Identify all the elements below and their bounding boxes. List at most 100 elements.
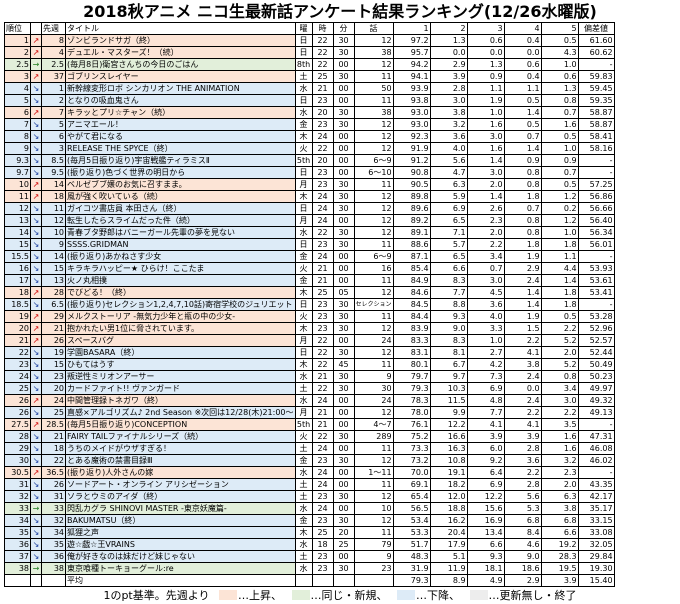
day-cell: 木	[294, 190, 313, 203]
score5-cell: 1.2	[540, 214, 579, 227]
table-row: 4 ↘ 1 新幹線変形ロボ シンカリオン THE ANIMATION 水 21 00 50 93…	[4, 82, 615, 95]
prev-rank-cell: 31	[41, 490, 66, 503]
day-cell: 土	[294, 382, 313, 395]
score1-cell: 53.4	[392, 514, 431, 527]
title-cell: 遊☆戯☆王VRAINS	[65, 538, 296, 551]
score3-cell: 3.4	[466, 250, 505, 263]
minute-cell: 00	[332, 130, 355, 143]
title-cell: キラキラハッピー★ ひらけ！ここたま	[65, 262, 296, 275]
table-row: 25 ↘ 20 カードファイト!! ヴァンガード土 22 30 30 79.3 10.3 6.9 0…	[4, 382, 615, 395]
episode-cell: 38	[353, 46, 394, 59]
rank-cell: 29	[4, 442, 31, 455]
day-cell: 木	[294, 286, 313, 299]
trend-arrow: ↘	[30, 226, 42, 239]
score4-cell: 1.5	[503, 322, 542, 335]
rank-cell: 7	[4, 118, 31, 131]
trend-arrow: ↘	[30, 406, 42, 419]
deviation-cell: -	[577, 250, 615, 263]
title-cell: (振り返り)人外さんの嫁	[65, 466, 296, 479]
hour-cell: 22	[311, 430, 334, 443]
title-cell: RELEASE THE SPYCE（終）	[65, 142, 296, 155]
minute-cell: 00	[332, 82, 355, 95]
prev-rank-cell: 3	[41, 142, 66, 155]
legend-down: …下降、	[416, 589, 461, 602]
score2-cell: 11.9	[429, 562, 468, 575]
episode-cell: 12	[353, 286, 394, 299]
day-cell: 月	[294, 214, 313, 227]
score5-cell: 2.3	[540, 466, 579, 479]
table-row: 35 ↘ 34 狐狸之声木 25 20 11 53.3 20.4 13.4 8.4 6.6 33.08	[4, 526, 615, 539]
rank-cell: 36	[4, 538, 31, 551]
title-cell: 狐狸之声	[65, 526, 296, 539]
episode-cell: 12	[353, 454, 394, 467]
score3-cell: 4.5	[466, 286, 505, 299]
score2-cell: 8.1	[429, 346, 468, 359]
minute-cell: 30	[332, 178, 355, 191]
score3-cell: 1.0	[466, 334, 505, 347]
score4-cell: 3.9	[503, 430, 542, 443]
deviation-cell: 33.08	[577, 526, 615, 539]
score5-cell: 1.8	[540, 238, 579, 251]
title-cell: (振り返り)あかねさす少女	[65, 250, 296, 263]
hour-cell: 24	[311, 130, 334, 143]
score4-cell: 0.9	[503, 154, 542, 167]
title-cell: (振り返り)セレクション1,2,4,7,10話)寄宿学校のジュリエット	[65, 298, 296, 311]
score3-cell: 9.3	[466, 550, 505, 563]
minute-cell: 30	[332, 514, 355, 527]
score2-cell: 0.0	[429, 46, 468, 59]
prev-rank-cell: 11	[41, 202, 66, 215]
episode-cell: 11	[353, 178, 394, 191]
score4-cell: 0.7	[503, 130, 542, 143]
score4-cell: 0.4	[503, 70, 542, 83]
score3-cell: 2.0	[466, 178, 505, 191]
score2-cell: 18.8	[429, 502, 468, 515]
episode-cell: 10	[353, 502, 394, 515]
table-row: 36 ↘ 35 遊☆戯☆王VRAINS 水 18 25 79 51.7 17.9 6.6 4.6 19.…	[4, 538, 615, 551]
score2-cell: 5.1	[429, 550, 468, 563]
hour-cell: 22	[311, 346, 334, 359]
score3-cell: 1.0	[466, 106, 505, 119]
rank-cell: 26	[4, 394, 31, 407]
episode-cell: 12	[353, 130, 394, 143]
trend-arrow: ↘	[30, 262, 42, 275]
episode-cell: 79	[353, 538, 394, 551]
day-cell: 水	[294, 370, 313, 383]
trend-arrow: ↗	[30, 418, 42, 431]
trend-arrow: ↘	[30, 94, 42, 107]
score1-cell: 84.6	[392, 286, 431, 299]
score3-cell: 16.9	[466, 514, 505, 527]
hour-cell: 20	[311, 154, 334, 167]
table-row: 12 ↘ 11 ガイコツ書店員 本田さん（終）日 24 30 12 89.6 6.9 2.6 0.7…	[4, 202, 615, 215]
score3-cell: 4.2	[466, 358, 505, 371]
day-cell: 金	[294, 274, 313, 287]
score3-cell: 6.6	[466, 538, 505, 551]
trend-arrow: ↗	[30, 310, 42, 323]
score1-cell: 88.6	[392, 238, 431, 251]
rank-cell: 6	[4, 106, 31, 119]
score2-cell: 17.9	[429, 538, 468, 551]
score1-cell: 97.2	[392, 34, 431, 47]
day-cell: 日	[294, 34, 313, 47]
hour-cell: 22	[311, 334, 334, 347]
score2-cell: 6.7	[429, 358, 468, 371]
average-s3: 4.9	[466, 574, 505, 587]
trend-arrow: ↘	[30, 250, 42, 263]
rank-cell: 3	[4, 70, 31, 83]
score1-cell: 31.9	[392, 562, 431, 575]
hour-cell: 23	[311, 562, 334, 575]
trend-arrow: ↗	[30, 334, 42, 347]
table-row: 31 ↘ 26 ソードアート・オンライン アリシゼーション土 24 00 11 69.1 18.…	[4, 478, 615, 491]
score1-cell: 79.7	[392, 370, 431, 383]
title-cell: 青春ブタ野郎はバニーガール先輩の夢を見ない	[65, 226, 296, 239]
minute-cell: 30	[332, 298, 355, 311]
hour-cell: 21	[311, 82, 334, 95]
minute-cell: 30	[332, 106, 355, 119]
table-row: 13 ↘ 12 転生したらスライムだった件（続）月 24 00 12 89.2 6.5 2.3 0.…	[4, 214, 615, 227]
hour-cell: 24	[311, 250, 334, 263]
score2-cell: 6.9	[429, 202, 468, 215]
day-cell: 火	[294, 430, 313, 443]
minute-cell: 00	[332, 478, 355, 491]
header-rank: 順位	[4, 22, 31, 35]
hour-cell: 24	[311, 466, 334, 479]
score5-cell: 5.2	[540, 358, 579, 371]
